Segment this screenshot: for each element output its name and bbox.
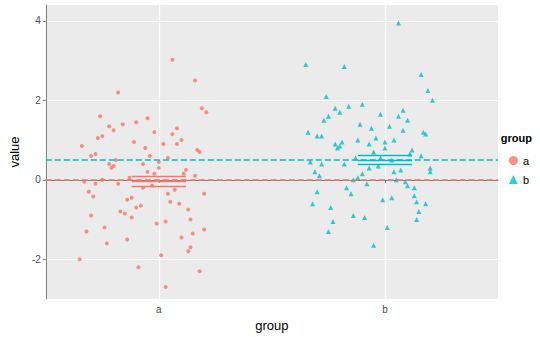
svg-text:-2: -2: [32, 254, 41, 265]
svg-text:group: group: [501, 132, 532, 144]
svg-text:a: a: [523, 155, 530, 167]
svg-text:group: group: [255, 318, 288, 333]
svg-text:2: 2: [35, 95, 41, 106]
svg-text:a: a: [156, 304, 162, 315]
svg-text:b: b: [523, 174, 529, 186]
svg-text:value: value: [7, 136, 22, 167]
svg-text:4: 4: [35, 15, 41, 26]
svg-text:b: b: [382, 304, 388, 315]
svg-text:0: 0: [35, 174, 41, 185]
